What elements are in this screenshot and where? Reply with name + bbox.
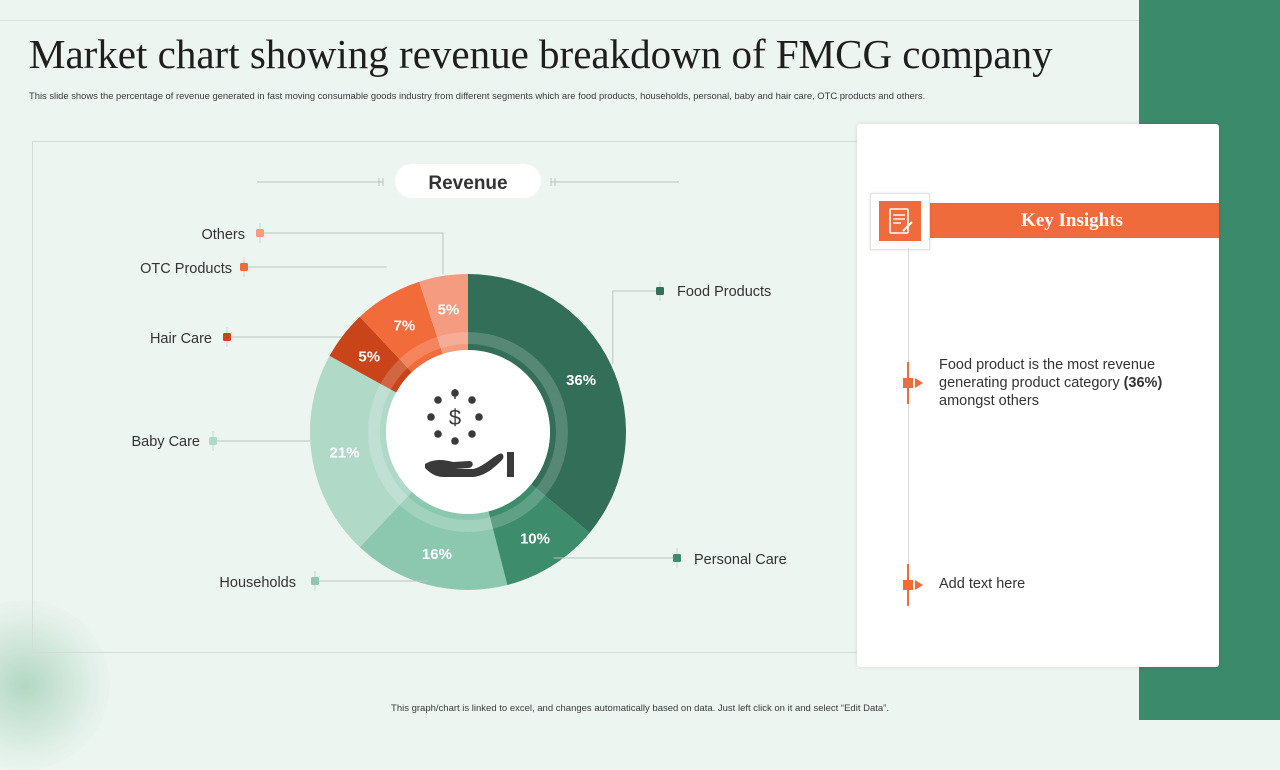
value-label-hair-care: 5%: [358, 348, 380, 365]
category-label-hair-care: Hair Care: [150, 331, 212, 347]
chart-footnote: This graph/chart is linked to excel, and…: [391, 703, 889, 714]
value-label-households: 16%: [422, 546, 452, 563]
insight-text-2: Add text here: [939, 576, 1026, 592]
slice-otc-products[interactable]: [359, 281, 443, 373]
revenue-donut-chart[interactable]: Revenue 36% 10% 16% 21% 5% 7% 5% Food Products…: [33, 142, 873, 652]
category-label-personal-care: Personal Care: [694, 552, 787, 568]
slice-hair-care[interactable]: [329, 316, 412, 393]
slice-baby-care[interactable]: [310, 355, 412, 548]
chart-frame: Revenue 36% 10% 16% 21% 5% 7% 5% Food Products…: [32, 141, 874, 653]
legend-marker-others: [256, 229, 264, 237]
page-title: Market chart showing revenue breakdown o…: [29, 31, 1053, 77]
insights-icon-box: [870, 193, 930, 250]
category-label-food-products: Food Products: [677, 284, 771, 300]
legend-marker-food-products: [656, 287, 664, 295]
insight-text-1: Food product is the most revenue generat…: [939, 357, 1163, 409]
category-label-otc-products: OTC Products: [140, 261, 232, 277]
value-label-personal-care: 10%: [520, 531, 550, 548]
page-subtitle: This slide shows the percentage of reven…: [29, 90, 926, 101]
donut-inner-ring: [368, 332, 568, 532]
legend-marker-households: [311, 577, 319, 585]
chart-title-pill: [395, 164, 541, 198]
notepad-icon: [879, 201, 921, 241]
money-hand-icon: $: [425, 389, 514, 477]
insights-title: Key Insights: [1021, 209, 1123, 231]
top-divider: [0, 20, 1139, 21]
value-label-baby-care: 21%: [330, 445, 360, 462]
chart-title: Revenue: [428, 173, 507, 194]
category-label-households: Households: [219, 575, 296, 591]
legend-marker-personal-care: [673, 554, 681, 562]
value-label-otc-products: 7%: [394, 317, 416, 334]
category-label-baby-care: Baby Care: [131, 434, 200, 450]
insights-timeline-line: [908, 248, 909, 604]
slice-food-products[interactable]: [468, 274, 626, 533]
slice-households[interactable]: [359, 491, 508, 590]
legend-marker-otc-products: [240, 263, 248, 271]
donut-hole: [386, 350, 550, 514]
value-label-others: 5%: [438, 302, 460, 319]
value-label-food-products: 36%: [566, 372, 596, 389]
slice-personal-care[interactable]: [488, 484, 590, 586]
svg-text:$: $: [449, 405, 461, 430]
leader-line-others: [260, 232, 444, 274]
legend-marker-baby-care: [209, 437, 217, 445]
leader-line-food-products: [612, 290, 660, 364]
category-label-others: Others: [201, 227, 245, 243]
legend-marker-hair-care: [223, 333, 231, 341]
slice-others[interactable]: [419, 274, 468, 355]
insights-header: Key Insights: [925, 203, 1219, 238]
